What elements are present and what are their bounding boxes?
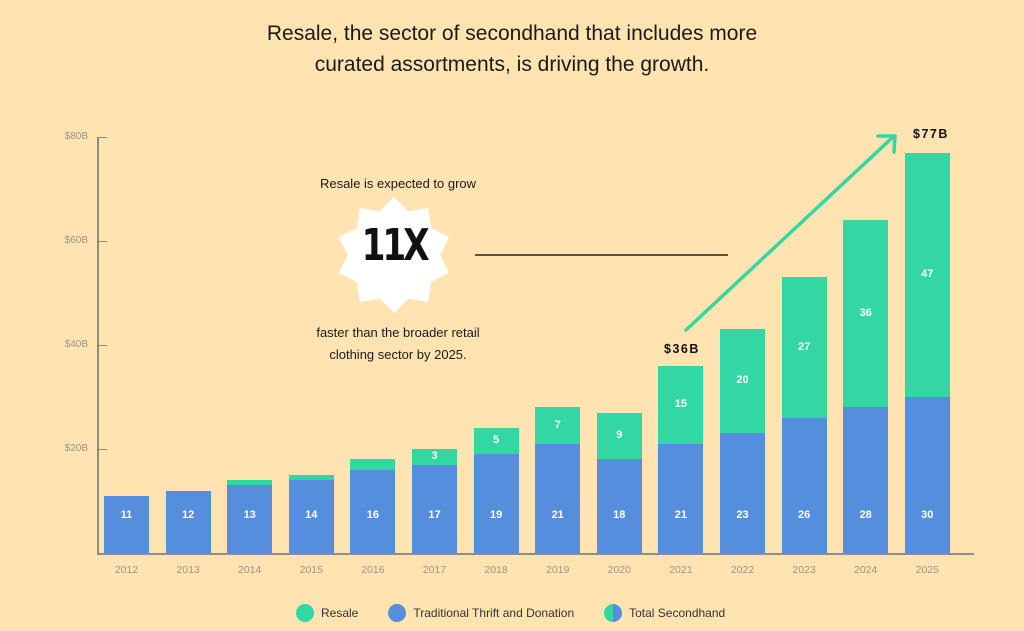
segment-resale [227, 480, 273, 486]
segment-value-traditional: 13 [243, 509, 256, 521]
segment-value-resale: 20 [736, 374, 749, 387]
segment-traditional [720, 433, 765, 553]
callout-connector-line [475, 254, 728, 256]
segment-value-resale: 15 [674, 397, 688, 410]
y-axis [97, 137, 99, 554]
segment-traditional [412, 464, 457, 553]
segment-value-resale: 5 [493, 434, 500, 447]
segment-resale [781, 277, 827, 418]
segment-value-traditional: 21 [551, 509, 564, 521]
x-tick-label: 2019 [546, 564, 570, 576]
segment-resale [350, 459, 396, 470]
callout-top-text: Resale is expected to grow [319, 176, 477, 191]
segment-value-resale: 27 [797, 340, 811, 353]
segment-value-traditional: 19 [489, 509, 503, 521]
segment-resale [535, 407, 581, 444]
x-tick-label: 2016 [361, 564, 385, 576]
title-line-1: Resale, the sector of secondhand that in… [266, 22, 758, 45]
x-axis [97, 553, 974, 555]
chart-title: Resale, the sector of secondhand that in… [0, 18, 1024, 80]
half-green-half-blue-dot-icon [604, 604, 623, 622]
legend-label: Resale [321, 606, 359, 620]
segment-value-traditional: 23 [736, 509, 749, 521]
y-tick-mark [98, 345, 107, 346]
x-tick-label: 2015 [299, 564, 323, 576]
segment-value-traditional: 12 [181, 509, 195, 521]
segment-traditional [781, 417, 827, 553]
y-tick-mark [98, 241, 107, 242]
segment-resale [720, 329, 765, 434]
y-tick-mark [98, 137, 107, 138]
legend-item-total: Total Secondhand [604, 604, 725, 622]
y-tick-label: $40B [64, 339, 88, 350]
segment-traditional [288, 480, 334, 553]
title-line-2: curated assortments, is driving the grow… [314, 53, 710, 76]
segment-traditional [904, 397, 950, 553]
x-tick-label: 2018 [484, 564, 508, 576]
segment-value-resale: 7 [554, 418, 561, 431]
green-dot-icon [296, 604, 314, 622]
segment-traditional [473, 454, 519, 553]
legend-label: Total Secondhand [629, 606, 726, 620]
callout-bottom-line-1: faster than the broader retail [316, 325, 480, 340]
segment-traditional [658, 443, 704, 553]
y-tick-label: $20B [64, 443, 88, 454]
legend-item-resale: Resale [296, 604, 358, 622]
badge-value: 11X [361, 220, 430, 271]
legend-label: Traditional Thrift and Donation [413, 606, 575, 620]
segment-traditional [596, 459, 642, 553]
annotation-77b: $77B [913, 127, 949, 141]
segment-traditional [227, 485, 273, 553]
segment-resale [904, 152, 950, 397]
starburst-badge-icon [338, 197, 450, 313]
segment-resale [288, 475, 334, 481]
segment-traditional [165, 490, 211, 553]
segment-resale [412, 449, 457, 465]
y-tick-label: $60B [64, 235, 88, 246]
segment-value-traditional: 28 [859, 509, 872, 521]
segment-value-resale: 36 [859, 306, 872, 319]
x-tick-label: 2025 [915, 564, 939, 576]
x-tick-label: 2013 [176, 564, 200, 576]
callout-bottom-text: faster than the broader retail clothing … [283, 322, 513, 366]
segment-value-resale: 9 [616, 429, 623, 441]
x-tick-label: 2020 [607, 564, 631, 576]
callout-bottom-line-2: clothing sector by 2025. [329, 347, 467, 362]
blue-dot-icon [388, 604, 407, 622]
segment-value-resale: 47 [921, 267, 934, 280]
x-tick-label: 2014 [238, 564, 262, 576]
x-tick-label: 2012 [114, 564, 139, 576]
x-tick-label: 2017 [422, 564, 447, 576]
segment-traditional [843, 407, 889, 553]
segment-value-resale: 3 [431, 449, 438, 462]
segment-value-traditional: 11 [120, 509, 133, 521]
segment-value-traditional: 14 [305, 509, 318, 521]
annotation-36b: $36B [664, 342, 700, 356]
x-tick-label: 2021 [669, 564, 693, 576]
y-tick-mark [98, 449, 107, 450]
x-tick-label: 2022 [730, 564, 755, 576]
x-tick-label: 2024 [854, 564, 878, 576]
segment-value-traditional: 21 [674, 509, 688, 521]
segment-value-traditional: 26 [797, 509, 811, 521]
segment-resale [473, 428, 519, 455]
segment-value-traditional: 30 [921, 509, 934, 521]
segment-value-traditional: 16 [366, 509, 380, 521]
segment-resale [596, 412, 642, 460]
segment-traditional [350, 469, 396, 553]
x-tick-label: 2023 [792, 564, 816, 576]
legend: Resale Traditional Thrift and Donation T… [296, 604, 755, 622]
segment-traditional [104, 495, 149, 553]
y-tick-label: $80B [64, 131, 88, 142]
segment-resale [843, 220, 889, 408]
segment-value-traditional: 17 [428, 509, 441, 521]
segment-value-traditional: 18 [613, 509, 626, 521]
segment-resale [658, 365, 704, 444]
segment-traditional [535, 443, 581, 553]
legend-item-traditional: Traditional Thrift and Donation [388, 604, 574, 622]
